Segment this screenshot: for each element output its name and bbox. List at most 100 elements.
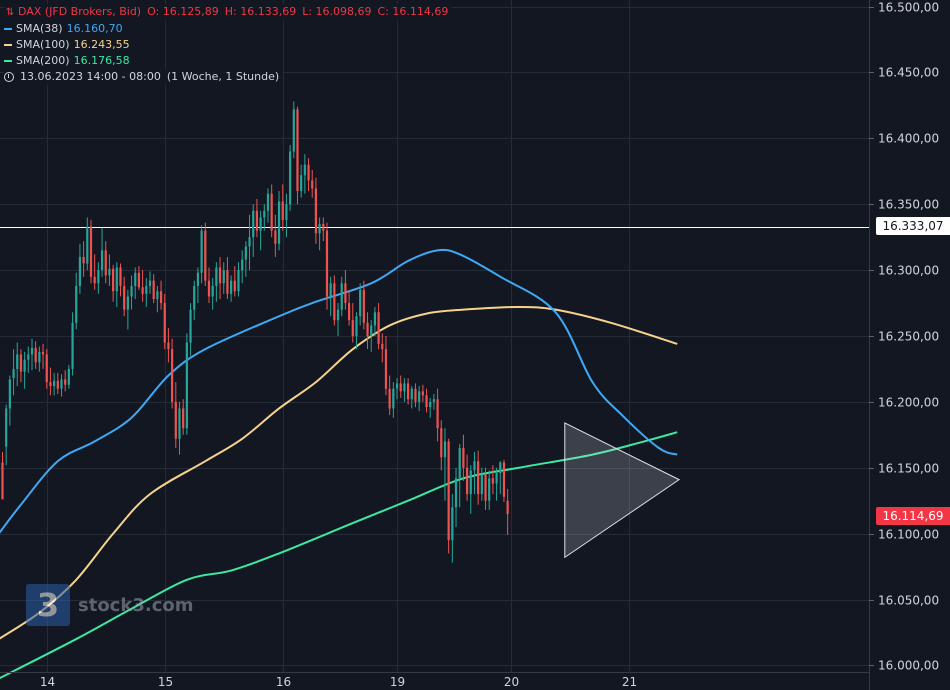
candle-body [137,272,141,288]
candle [86,217,89,271]
candle-body [38,351,41,363]
candle [465,454,469,501]
candle-body [458,448,461,479]
candle-body [451,507,454,541]
candle-body [64,379,67,385]
candle [237,262,240,297]
candle [167,328,170,363]
candle [193,280,196,321]
candle [480,467,483,501]
candle-body [12,368,15,379]
candle [67,364,70,389]
candle-body [89,226,93,277]
sma200-label: SMA(200) [16,54,70,67]
candle [491,465,495,495]
candle-body [86,226,89,264]
candle-body [174,401,177,439]
datetime-range: 13.06.2023 14:00 - 08:00 [20,70,161,83]
candle-body [34,347,37,363]
candle [16,342,19,387]
candle-body [119,267,122,286]
x-tick-label: 15 [158,675,173,689]
candles [1,101,509,563]
candle-body [23,359,26,372]
candlestick-icon: ⇅ [5,7,15,18]
legend-sma100-row[interactable]: SMA(100) 16.243,55 [4,37,134,53]
candle [303,154,306,194]
sma38-line [0,248,678,534]
candle-body [440,428,443,458]
candle [130,275,133,310]
candle [288,144,292,211]
candle-body [465,467,469,495]
candle [285,193,288,238]
candle-body [318,224,321,234]
candle [12,349,15,396]
candle [314,177,318,244]
watermark-text: stock3.com [78,594,194,616]
candle [97,262,100,294]
candle-body [491,478,495,484]
x-tick-label: 16 [276,675,291,689]
candle [322,217,325,242]
x-tick-label: 14 [40,675,55,689]
candle-body [447,441,450,541]
candle [196,267,200,304]
candle-body [185,342,188,429]
candle-body [100,250,104,271]
candle-body [288,151,292,205]
candle-body [156,291,159,300]
candle [233,266,236,297]
candle-body [443,441,447,458]
clock-icon [4,72,14,82]
candle-body [93,276,96,284]
candle [351,303,354,343]
candle-body [178,408,181,439]
candle [440,420,443,471]
y-axis[interactable]: 16.000,00 16.050,00 16.100,00 16.150,00 16.2… [869,0,950,690]
hline-price-tag[interactable]: 16.333,07 [876,217,950,235]
candle-body [56,380,59,389]
candle [145,278,148,308]
candle [355,312,358,350]
legend-sma200-row[interactable]: SMA(200) 16.176,58 [4,53,134,69]
candle-body [193,285,196,310]
candle [230,275,233,302]
candle-body [344,283,347,304]
candle [300,164,303,198]
candle-body [115,267,118,292]
legend-ohlc-row: ⇅ DAX (JFD Brokers, Bid) O: 16.125,89 H: … [4,4,453,21]
legend-sma38-row[interactable]: SMA(38) 16.160,70 [4,21,127,37]
candle [64,370,67,392]
y-tick-label: 16.000,00 [878,659,939,673]
candle-body [384,349,388,389]
y-tick-label: 16.400,00 [878,132,939,146]
candle-body [163,303,166,343]
candle-body [484,474,487,501]
candle [211,278,214,310]
triangle-drawing[interactable] [564,422,681,559]
candle-body [325,230,329,297]
y-tick-label: 16.300,00 [878,264,939,278]
candle [336,303,340,336]
candle [27,346,30,373]
candle-body [366,322,369,336]
candle-body [222,270,225,284]
candle [71,312,74,376]
candle-body [336,309,340,321]
candle-body [67,368,70,385]
candle-body [200,230,203,273]
candle [34,341,37,369]
candle [123,276,126,317]
candle-body [248,237,251,247]
candle [406,378,410,405]
candle [38,346,41,372]
candle-body [454,478,458,508]
x-axis[interactable]: 14 15 16 19 20 21 [0,672,869,690]
last-price-tag[interactable]: 16.114,69 [876,507,950,525]
candle [56,372,59,394]
candle-body [388,388,391,409]
candle-body [406,383,410,400]
